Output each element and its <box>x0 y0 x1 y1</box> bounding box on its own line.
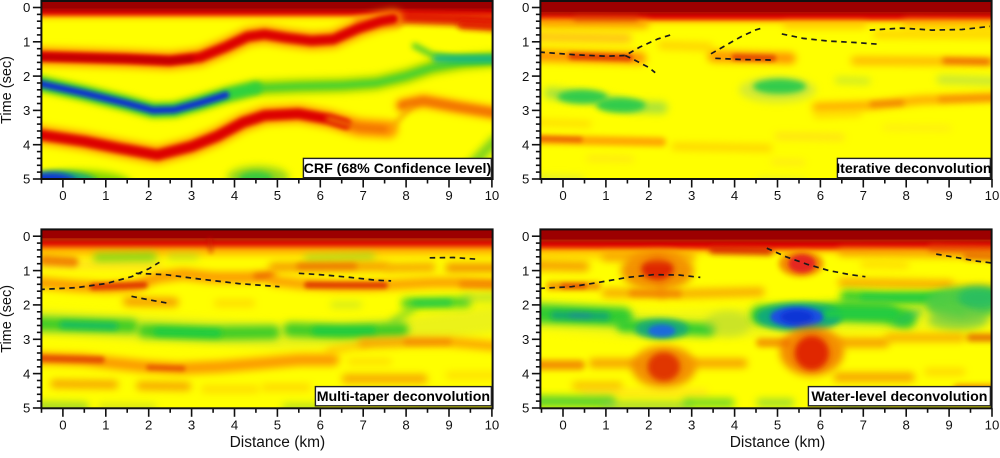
svg-text:Water-level deconvolution: Water-level deconvolution <box>811 389 987 405</box>
svg-text:3: 3 <box>188 188 195 203</box>
svg-text:3: 3 <box>688 417 695 432</box>
svg-text:6: 6 <box>817 188 824 203</box>
svg-text:4: 4 <box>23 366 30 381</box>
svg-text:Multi-taper deconvolution: Multi-taper deconvolution <box>317 389 490 405</box>
svg-text:1: 1 <box>23 35 30 50</box>
svg-text:5: 5 <box>522 401 529 416</box>
svg-text:9: 9 <box>945 417 952 432</box>
svg-text:2: 2 <box>145 417 152 432</box>
svg-text:3: 3 <box>188 417 195 432</box>
svg-text:10: 10 <box>985 417 1000 432</box>
svg-text:0: 0 <box>522 229 529 244</box>
svg-text:0: 0 <box>23 0 30 15</box>
svg-text:10: 10 <box>485 188 500 203</box>
svg-text:6: 6 <box>317 188 324 203</box>
svg-text:5: 5 <box>23 401 30 416</box>
svg-text:2: 2 <box>23 69 30 84</box>
svg-text:3: 3 <box>23 332 30 347</box>
svg-text:0: 0 <box>522 0 529 15</box>
svg-text:2: 2 <box>522 298 529 313</box>
svg-text:3: 3 <box>688 188 695 203</box>
svg-text:5: 5 <box>774 417 781 432</box>
svg-text:Distance (km): Distance (km) <box>230 434 326 451</box>
svg-text:2: 2 <box>645 188 652 203</box>
svg-text:9: 9 <box>445 417 452 432</box>
svg-text:7: 7 <box>360 417 367 432</box>
svg-text:CRF (68% Confidence level): CRF (68% Confidence level) <box>304 161 492 177</box>
svg-text:10: 10 <box>485 417 500 432</box>
svg-text:1: 1 <box>522 263 529 278</box>
svg-text:5: 5 <box>274 188 281 203</box>
svg-text:Iterative deconvolution: Iterative deconvolution <box>836 161 991 177</box>
svg-text:6: 6 <box>317 417 324 432</box>
svg-text:10: 10 <box>985 188 1000 203</box>
svg-text:8: 8 <box>402 188 409 203</box>
svg-text:4: 4 <box>231 188 238 203</box>
svg-text:7: 7 <box>860 417 867 432</box>
svg-text:3: 3 <box>522 103 529 118</box>
svg-text:0: 0 <box>59 188 66 203</box>
svg-text:Time (sec): Time (sec) <box>0 285 15 353</box>
svg-text:4: 4 <box>522 366 529 381</box>
svg-text:8: 8 <box>903 188 910 203</box>
svg-text:1: 1 <box>522 35 529 50</box>
svg-text:2: 2 <box>23 298 30 313</box>
svg-text:1: 1 <box>102 188 109 203</box>
svg-text:1: 1 <box>602 188 609 203</box>
svg-text:0: 0 <box>59 417 66 432</box>
svg-text:4: 4 <box>731 188 738 203</box>
svg-text:7: 7 <box>360 188 367 203</box>
svg-text:4: 4 <box>23 137 30 152</box>
svg-text:7: 7 <box>860 188 867 203</box>
svg-text:1: 1 <box>102 417 109 432</box>
svg-text:Distance (km): Distance (km) <box>730 434 826 451</box>
svg-text:3: 3 <box>23 103 30 118</box>
svg-text:Time (sec): Time (sec) <box>0 56 15 124</box>
svg-text:0: 0 <box>23 229 30 244</box>
svg-text:4: 4 <box>522 137 529 152</box>
svg-text:3: 3 <box>522 332 529 347</box>
svg-text:6: 6 <box>817 417 824 432</box>
svg-text:1: 1 <box>602 417 609 432</box>
svg-text:5: 5 <box>522 172 529 187</box>
svg-text:5: 5 <box>774 188 781 203</box>
svg-text:2: 2 <box>145 188 152 203</box>
svg-text:2: 2 <box>645 417 652 432</box>
svg-text:8: 8 <box>402 417 409 432</box>
svg-text:1: 1 <box>23 263 30 278</box>
svg-text:2: 2 <box>522 69 529 84</box>
svg-text:5: 5 <box>23 172 30 187</box>
svg-text:4: 4 <box>231 417 238 432</box>
svg-text:5: 5 <box>274 417 281 432</box>
svg-text:8: 8 <box>903 417 910 432</box>
svg-text:0: 0 <box>559 188 566 203</box>
svg-text:9: 9 <box>445 188 452 203</box>
svg-text:9: 9 <box>945 188 952 203</box>
svg-text:0: 0 <box>559 417 566 432</box>
svg-text:4: 4 <box>731 417 738 432</box>
